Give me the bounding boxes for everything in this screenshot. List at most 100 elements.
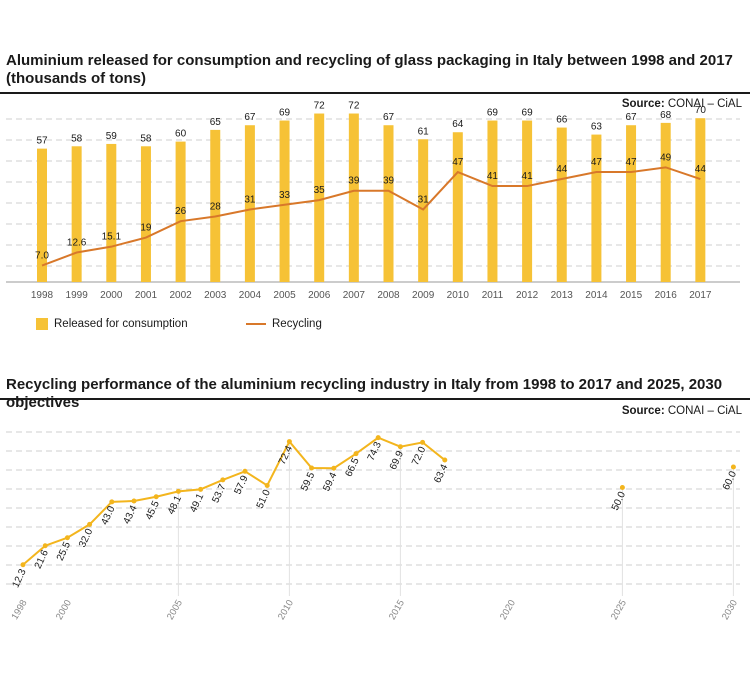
x-tick-label: 2030	[720, 598, 740, 622]
performance-point	[64, 535, 70, 541]
performance-value-label: 45.5	[144, 499, 162, 522]
performance-point	[286, 439, 292, 445]
bar-value-label: 63	[591, 122, 603, 133]
bar-value-label: 66	[556, 115, 568, 126]
performance-point	[309, 465, 315, 471]
recycling-value-label: 12.6	[67, 238, 87, 249]
bar-released	[626, 125, 637, 282]
bar-value-label: 67	[625, 112, 637, 123]
x-tick-label: 2007	[343, 290, 366, 301]
performance-value-label: 72.0	[410, 445, 428, 468]
recycling-value-label: 44	[556, 164, 568, 175]
performance-point	[331, 465, 337, 471]
bar-released	[452, 132, 463, 282]
x-tick-label: 2012	[516, 290, 539, 301]
bar-value-label: 64	[452, 119, 464, 130]
chart2-source-label: Source:	[621, 405, 665, 417]
bar-released	[37, 148, 47, 282]
bar-value-label: 58	[71, 133, 83, 144]
bar-value-label: 59	[106, 131, 118, 142]
bar-released	[279, 120, 290, 282]
bar-released	[487, 120, 498, 282]
bar-value-label: 61	[418, 126, 430, 137]
performance-value-label: 51.0	[255, 488, 273, 511]
performance-point	[153, 494, 159, 500]
x-tick-label: 2000	[54, 598, 74, 622]
x-tick-label: 2015	[620, 290, 643, 301]
performance-value-label: 69.9	[388, 449, 406, 472]
recycling-value-label: 47	[591, 157, 603, 168]
x-tick-label: 2005	[273, 290, 296, 301]
recycling-value-label: 49	[660, 152, 672, 163]
bar-released	[71, 146, 82, 282]
performance-value-label: 43.4	[122, 503, 140, 526]
bar-released	[591, 134, 602, 282]
x-tick-label: 1998	[10, 598, 30, 622]
chart1-source: Source: CONAI – CiAL	[622, 98, 742, 110]
bar-value-label: 70	[695, 105, 707, 116]
recycling-value-label: 7.0	[35, 251, 49, 262]
performance-value-label: 57.9	[233, 474, 251, 497]
performance-value-label: 63.4	[432, 462, 450, 485]
bar-released	[383, 125, 394, 282]
performance-value-label: 53.7	[210, 482, 228, 505]
recycling-value-label: 15.1	[102, 232, 122, 243]
x-tick-label: 2009	[412, 290, 435, 301]
bar-released	[556, 127, 567, 282]
performance-point	[442, 457, 448, 463]
bar-released	[210, 129, 221, 282]
bar-released	[314, 113, 325, 283]
performance-point	[397, 444, 403, 450]
x-tick-label: 2010	[447, 290, 470, 301]
legend-released: Released for consumption	[36, 318, 188, 330]
bar-value-label: 72	[314, 101, 326, 112]
legend-released-label: Released for consumption	[54, 318, 188, 330]
performance-value-label: 25.5	[55, 540, 73, 563]
recycling-value-label: 47	[452, 157, 464, 168]
performance-point	[131, 498, 137, 504]
bar-released	[348, 113, 359, 283]
bar-released	[418, 139, 429, 282]
objective-point	[730, 464, 736, 470]
x-tick-label: 2013	[551, 290, 574, 301]
legend-released-swatch	[36, 318, 48, 330]
x-tick-label: 2016	[655, 290, 678, 301]
chart2-rule	[0, 398, 750, 400]
x-tick-label: 2002	[169, 290, 192, 301]
x-tick-label: 2017	[689, 290, 712, 301]
performance-point	[42, 543, 48, 549]
bar-released	[175, 141, 186, 282]
performance-point	[353, 451, 359, 457]
bar-value-label: 60	[175, 129, 187, 140]
x-tick-label: 2001	[135, 290, 158, 301]
bar-released	[244, 125, 255, 282]
bar-value-label: 68	[660, 110, 672, 121]
performance-value-label: 72.4	[277, 444, 295, 467]
performance-point	[198, 486, 204, 492]
objective-point	[619, 485, 625, 490]
x-tick-label: 1998	[31, 290, 54, 301]
recycling-value-label: 44	[695, 164, 707, 175]
recycling-value-label: 39	[348, 176, 360, 187]
chart1-rule	[0, 92, 750, 94]
chart1-plot: 57 1998 58 1999 59 2000 58 2001 60 2002 65 2003 67 20…	[6, 101, 740, 301]
legend-recycling-swatch	[246, 323, 266, 325]
bar-released	[106, 143, 117, 282]
performance-point	[87, 521, 93, 527]
bar-released	[522, 120, 533, 282]
x-tick-label: 2015	[387, 598, 407, 622]
recycling-value-label: 31	[418, 194, 430, 205]
performance-value-label: 43.0	[99, 504, 117, 527]
performance-point	[20, 562, 26, 568]
performance-value-label: 49.1	[188, 492, 206, 515]
recycling-value-label: 31	[244, 194, 256, 205]
performance-value-label: 59.4	[321, 470, 339, 493]
bar-released	[140, 146, 151, 282]
bar-value-label: 67	[383, 112, 395, 123]
recycling-value-label: 33	[279, 190, 291, 201]
x-tick-label: 2005	[165, 598, 185, 622]
performance-value-label: 12.3	[11, 567, 29, 590]
performance-line	[22, 436, 446, 566]
chart2-source-value: CONAI – CiAL	[667, 405, 742, 417]
recycling-value-label: 41	[487, 171, 499, 182]
